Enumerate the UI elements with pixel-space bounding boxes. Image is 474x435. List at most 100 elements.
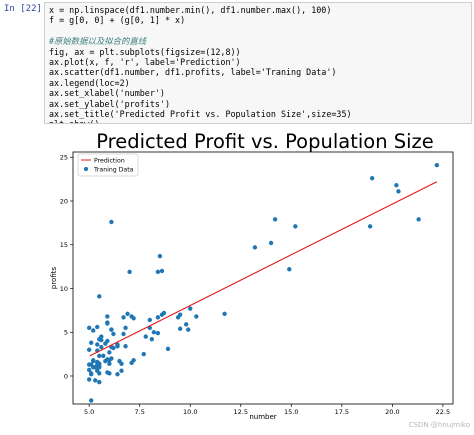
data-point <box>143 334 148 339</box>
data-point <box>121 315 126 320</box>
scatter-chart: Predicted Profit vs. Population Size 5.0… <box>50 130 454 421</box>
data-point <box>155 269 161 275</box>
data-point <box>107 350 112 355</box>
code-line: ax.set_title('Predicted Profit vs. Popul… <box>49 108 352 119</box>
code-line: ax.set_xlabel('number') <box>49 88 165 99</box>
data-point <box>188 306 193 311</box>
data-point <box>86 325 92 331</box>
x-tick-label: 20.0 <box>385 408 399 416</box>
x-axis-label: number <box>249 413 276 421</box>
data-point <box>109 327 114 332</box>
cell-prompt: In [22]: <box>4 4 48 14</box>
data-point <box>111 345 116 351</box>
data-point <box>161 310 167 316</box>
data-point <box>252 245 258 250</box>
data-point <box>222 311 227 317</box>
data-point <box>434 162 440 168</box>
data-point <box>86 347 92 352</box>
legend-prediction-label: Prediction <box>94 158 125 165</box>
data-point <box>165 346 171 352</box>
data-point <box>101 353 106 359</box>
data-point <box>115 342 120 347</box>
data-point <box>95 324 100 330</box>
x-axis: 5.0 7.5 10.0 12.5 15.0 17.5 20.0 22.5 <box>84 404 450 416</box>
data-point <box>97 379 102 385</box>
x-tick-label: 5.0 <box>84 408 94 416</box>
data-point <box>367 224 373 229</box>
data-point <box>88 372 94 377</box>
code-line: ax.set_ylabel('profits') <box>49 98 171 109</box>
data-point <box>287 267 292 272</box>
scatter-points <box>86 162 440 403</box>
data-point <box>123 344 128 349</box>
code-line: fig, ax = plt.subplots(figsize=(12,8)) <box>49 46 241 57</box>
data-point <box>107 371 112 376</box>
plot-output: Predicted Profit vs. Population Size 5.0… <box>0 126 474 431</box>
prediction-line-layer <box>89 181 438 357</box>
data-point <box>95 342 100 347</box>
data-point <box>394 183 399 188</box>
legend: Prediction Traning Data <box>77 153 139 177</box>
data-point <box>155 330 161 336</box>
code-cell[interactable]: In [22]: x = np.linspace(df1.number.min(… <box>0 0 474 128</box>
y-tick-label: 20 <box>60 197 68 205</box>
data-point <box>119 368 124 373</box>
x-tick-label: 22.5 <box>436 408 450 416</box>
data-point <box>183 322 189 327</box>
y-axis-label: profits <box>50 267 58 290</box>
x-tick-label: 17.5 <box>335 408 349 416</box>
data-point <box>125 311 130 317</box>
data-point <box>147 317 153 323</box>
data-point <box>105 338 110 344</box>
data-point <box>155 315 161 320</box>
code-editor[interactable]: x = np.linspace(df1.number.min(), df1.nu… <box>44 2 472 124</box>
data-point <box>91 358 96 364</box>
data-point <box>97 371 102 376</box>
code-line: x = np.linspace(df1.number.min(), df1.nu… <box>49 5 332 15</box>
code-comment-line: #原始数据以及拟合的直线 <box>49 36 147 47</box>
data-point <box>121 331 126 337</box>
data-point <box>97 353 102 359</box>
data-point <box>129 314 134 319</box>
data-point <box>151 330 157 335</box>
y-tick-label: 10 <box>60 285 68 293</box>
data-point <box>159 268 165 274</box>
data-point <box>177 312 183 317</box>
watermark: CSDN @hnujmiko <box>408 421 470 429</box>
chart-title: Predicted Profit vs. Population Size <box>96 130 434 153</box>
data-point <box>416 217 421 222</box>
plot-area <box>72 151 454 405</box>
data-point <box>93 378 98 383</box>
data-point <box>86 367 92 373</box>
x-tick-label: 10.0 <box>183 408 197 416</box>
data-point <box>97 294 102 299</box>
data-point <box>95 362 100 367</box>
data-point <box>88 398 94 403</box>
data-point <box>99 344 104 350</box>
data-point <box>268 240 274 246</box>
code-line <box>49 26 467 36</box>
code-line: ax.plot(x, f, 'r', label='Prediction') <box>49 56 241 67</box>
data-point <box>109 356 114 361</box>
x-tick-label: 12.5 <box>234 408 248 416</box>
y-tick-label: 15 <box>60 241 68 249</box>
data-point <box>131 358 136 363</box>
data-point <box>91 328 96 333</box>
data-point <box>88 340 94 345</box>
y-tick-label: 25 <box>60 154 68 162</box>
data-point <box>177 326 183 331</box>
data-point <box>186 327 191 332</box>
data-point <box>149 337 155 342</box>
code-line: ax.legend(loc=2) <box>49 77 130 88</box>
data-point <box>119 361 124 366</box>
data-point <box>86 377 92 382</box>
data-point <box>157 253 163 259</box>
code-line: ax.scatter(df1.number, df1.profits, labe… <box>49 67 337 78</box>
legend-data-label: Traning Data <box>93 167 134 174</box>
y-tick-label: 5 <box>64 329 68 337</box>
code-line: plt.show() <box>49 119 467 123</box>
data-point <box>123 325 128 331</box>
data-point <box>194 314 199 319</box>
data-point <box>97 337 102 342</box>
data-point <box>293 224 298 229</box>
